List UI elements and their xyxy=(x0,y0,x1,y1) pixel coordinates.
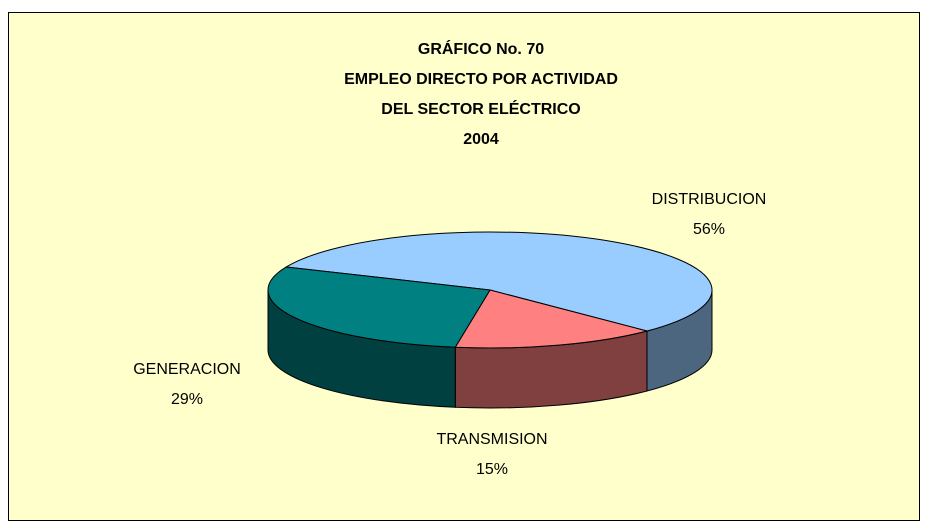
chart-title: GRÁFICO No. 70 xyxy=(418,39,544,58)
chart-title: EMPLEO DIRECTO POR ACTIVIDAD xyxy=(344,71,618,88)
pie-slice xyxy=(284,231,713,332)
chart-title: 2004 xyxy=(463,131,499,148)
slice-value-label: 15% xyxy=(476,461,508,478)
slice-label: TRANSMISION xyxy=(436,431,547,448)
chart-title: DEL SECTOR ELÉCTRICO xyxy=(381,99,580,118)
slice-label: GENERACION xyxy=(133,361,241,378)
pie-slice xyxy=(267,266,491,348)
slice-value-label: 29% xyxy=(171,391,203,408)
pie-slice xyxy=(454,289,649,349)
slice-label: DISTRIBUCION xyxy=(652,191,767,208)
slice-value-label: 56% xyxy=(693,221,725,238)
